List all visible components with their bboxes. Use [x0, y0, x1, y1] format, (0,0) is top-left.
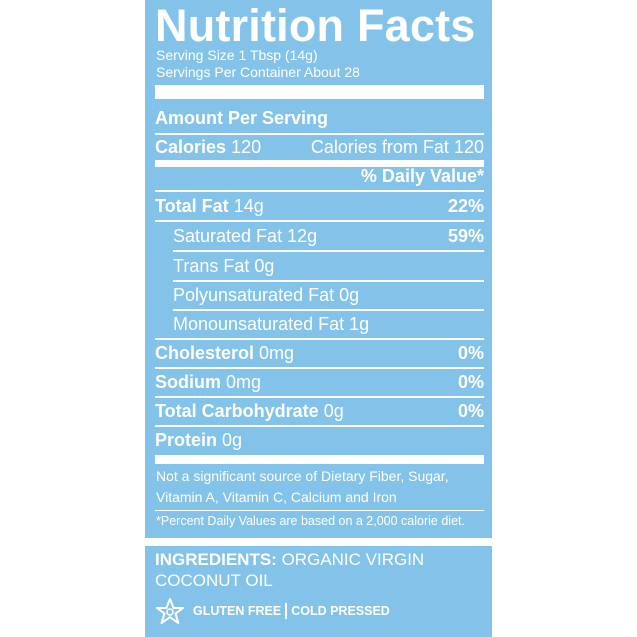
- badges: GLUTEN FREE COLD PRESSED: [155, 598, 390, 624]
- nutrient-row-sodium: Sodium 0mg 0%: [155, 367, 484, 397]
- badge-separator: [285, 603, 288, 619]
- nutrient-dv: 0%: [457, 343, 484, 363]
- thick-divider-top: [155, 85, 484, 99]
- nutrient-name: Polyunsaturated Fat: [173, 285, 335, 305]
- nutrient-name: Total Carbohydrate: [155, 401, 319, 421]
- nutrient-amount: 0g: [222, 430, 243, 450]
- badge-cold-pressed: COLD PRESSED: [291, 604, 390, 618]
- nutrient-name: Protein: [155, 430, 218, 450]
- nutrient-name: Monounsaturated Fat: [173, 314, 345, 334]
- calories-from-fat-label: Calories from Fat: [310, 137, 449, 157]
- nutrient-row-trans-fat: Trans Fat 0g: [155, 251, 484, 281]
- nutrient-name: Cholesterol: [155, 343, 255, 363]
- thick-divider-bottom: [155, 455, 484, 464]
- nutrient-name: Sodium: [155, 372, 221, 392]
- nutrient-amount: 0g: [254, 256, 275, 276]
- section-divider: [145, 538, 492, 546]
- daily-value-header-row: % Daily Value*: [155, 161, 484, 191]
- divider-line: [155, 133, 484, 135]
- nutrient-name: Saturated Fat: [173, 226, 283, 246]
- nutrient-row-total-carbohydrate: Total Carbohydrate 0g 0%: [155, 396, 484, 426]
- amount-per-serving-label: Amount Per Serving: [155, 108, 329, 128]
- nutrient-amount: 0g: [323, 401, 344, 421]
- daily-value-header: % Daily Value*: [360, 166, 484, 186]
- nutrient-row-saturated-fat: Saturated Fat 12g 59%: [155, 221, 484, 251]
- nutrient-row-monounsaturated-fat: Monounsaturated Fat 1g: [155, 309, 484, 339]
- nutrient-amount: 0g: [339, 285, 360, 305]
- star-icon: [156, 598, 184, 624]
- nutrient-amount: 1g: [349, 314, 370, 334]
- amount-per-serving: Amount Per Serving: [155, 103, 484, 133]
- divider-line: [173, 309, 484, 311]
- nutrient-dv: 0%: [457, 372, 484, 392]
- calories-value: 120: [231, 137, 262, 157]
- calories-label: Calories: [155, 137, 227, 157]
- not-significant-note: Not a significant source of Dietary Fibe…: [156, 468, 449, 505]
- calories-row: Calories 120 Calories from Fat 120: [155, 132, 484, 162]
- nutrient-amount: 12g: [287, 226, 318, 246]
- nutrient-row-total-fat: Total Fat 14g 22%: [155, 191, 484, 221]
- nutrient-row-protein: Protein 0g: [155, 425, 484, 455]
- nutrient-row-polyunsaturated-fat: Polyunsaturated Fat 0g: [155, 280, 484, 310]
- label-title: Nutrition Facts: [155, 0, 476, 51]
- medium-divider: [155, 160, 484, 167]
- nutrient-dv: 59%: [447, 226, 484, 246]
- nutrient-amount: 0mg: [226, 372, 262, 392]
- ingredients-label: INGREDIENTS:: [155, 550, 277, 569]
- divider-line: [155, 367, 484, 369]
- divider-line: [173, 250, 484, 252]
- divider-line: [155, 396, 484, 398]
- nutrient-dv: 22%: [447, 196, 484, 216]
- badge-gluten-free: GLUTEN FREE: [193, 604, 282, 618]
- divider-line: [155, 220, 484, 222]
- divider-line: [155, 510, 484, 511]
- nutrient-amount: 0mg: [259, 343, 295, 363]
- ingredients-text: ORGANIC VIRGIN COCONUT OIL: [155, 550, 425, 590]
- divider-line: [155, 425, 484, 427]
- ingredients: INGREDIENTS: ORGANIC VIRGIN COCONUT OIL: [155, 549, 485, 591]
- divider-line: [173, 280, 484, 282]
- calories-from-fat: Calories from Fat 120: [311, 132, 484, 162]
- divider-line: [155, 338, 484, 340]
- servings-per-container: Servings Per Container About 28: [156, 64, 360, 80]
- nutrient-name: Total Fat: [155, 196, 229, 216]
- calories-from-fat-value: 120: [453, 137, 484, 157]
- nutrient-row-cholesterol: Cholesterol 0mg 0%: [155, 338, 484, 368]
- nutrition-facts-label: Nutrition Facts Serving Size 1 Tbsp (14g…: [145, 0, 492, 637]
- daily-values-footnote: *Percent Daily Values are based on a 2,0…: [156, 514, 465, 528]
- serving-size: Serving Size 1 Tbsp (14g): [156, 47, 318, 63]
- nutrient-name: Trans Fat: [173, 256, 250, 276]
- nutrient-dv: 0%: [457, 401, 484, 421]
- nutrient-amount: 14g: [233, 196, 264, 216]
- divider-line: [155, 190, 484, 192]
